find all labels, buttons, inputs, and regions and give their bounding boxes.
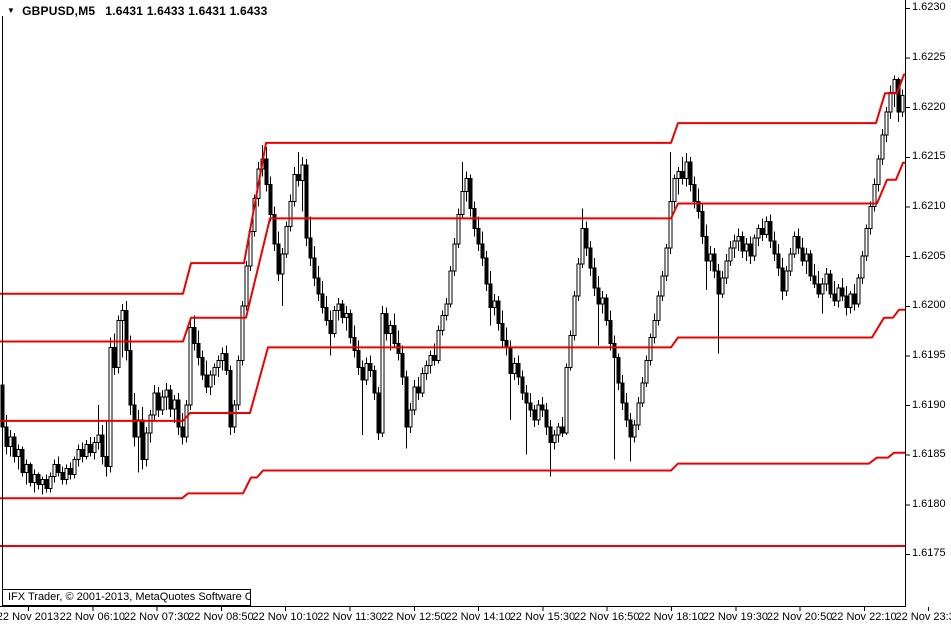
price-tick-label: 1.6185 [912,448,946,461]
price-tick-label: 1.6205 [912,249,946,262]
step-line-4[interactable] [0,451,905,500]
price-tick-label: 1.6225 [912,51,946,64]
price-tick-label: 1.6215 [912,150,946,163]
price-tick-label: 1.6180 [912,497,946,510]
time-tick-label: 22 Nov 2013 [0,611,60,623]
time-tick-label: 22 Nov 18:10 [638,611,704,623]
price-tick-label: 1.6230 [912,1,946,14]
time-tick-label: 22 Nov 14:10 [445,611,511,623]
time-tick-label: 22 Nov 16:50 [573,611,640,623]
time-tick-label: 22 Nov 10:10 [252,611,318,623]
price-tick-label: 1.6190 [912,398,946,411]
step-line-3[interactable] [0,308,905,422]
chevron-down-icon[interactable]: ▼ [7,6,16,15]
copyright-box: IFX Trader, © 2001-2013, MetaQuotes Soft… [2,589,251,606]
chart-title: ▼ GBPUSD,M5 1.6431 1.6433 1.6431 1.6433 [7,4,268,18]
price-tick-label: 1.6220 [912,100,946,113]
price-tick-label: 1.6195 [912,348,946,361]
symbol-period-label: GBPUSD,M5 [22,4,96,18]
copyright-text: IFX Trader, © 2001-2013, MetaQuotes Soft… [8,591,251,603]
price-tick-label: 1.6210 [912,199,946,212]
time-tick-label: 22 Nov 12:50 [381,611,447,623]
time-tick-label: 22 Nov 08:50 [188,611,254,623]
step-line-1[interactable] [0,73,905,295]
chart-border [0,0,930,611]
price-tick-label: 1.6175 [912,547,946,560]
time-tick-label: 22 Nov 20:50 [766,611,833,623]
time-tick-label: 22 Nov 07:30 [123,611,190,623]
step-line-2[interactable] [0,161,905,343]
time-tick-label: 22 Nov 11:30 [317,611,382,623]
time-tick-label: 22 Nov 23:30 [895,611,951,623]
time-tick-label: 22 Nov 15:30 [509,611,576,623]
indicator-lines-layer [0,73,905,547]
time-tick-label: 22 Nov 22:10 [831,611,897,623]
time-tick-label: 22 Nov 06:10 [59,611,126,623]
ohlc-quote-label: 1.6431 1.6433 1.6431 1.6433 [105,4,268,18]
time-tick-label: 22 Nov 19:30 [702,611,769,623]
candles-layer [0,75,905,495]
price-tick-label: 1.6200 [912,299,946,312]
